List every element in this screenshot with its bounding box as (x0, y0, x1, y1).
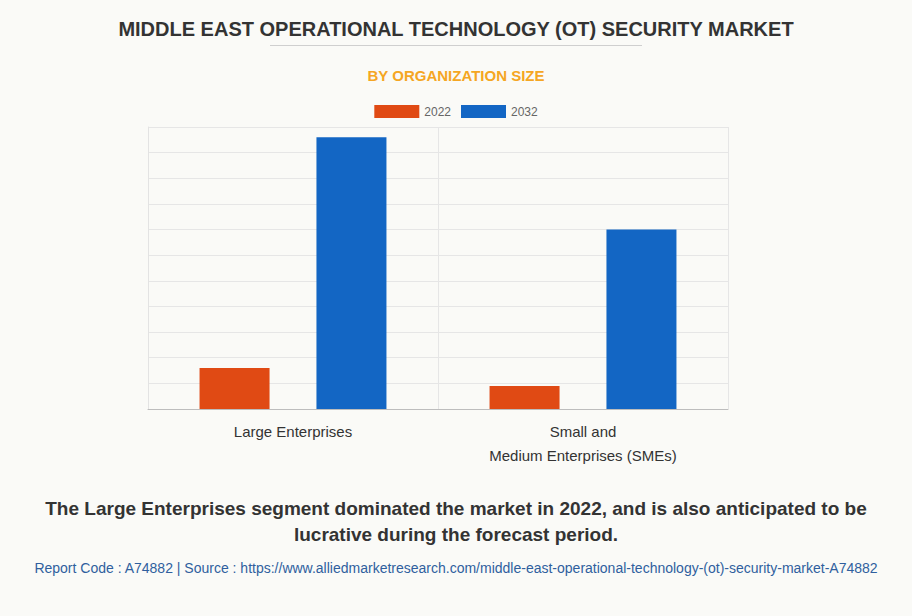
svg-text:Medium Enterprises (SMEs): Medium Enterprises (SMEs) (489, 447, 677, 464)
svg-text:Small and: Small and (550, 423, 617, 440)
svg-text:BY ORGANIZATION SIZE: BY ORGANIZATION SIZE (368, 67, 545, 84)
html-text:The Large Enterprises segment: The Large Enterprises segment dominated … (45, 498, 867, 545)
svg-text:2032: 2032 (511, 105, 538, 119)
html-text:Report Code : A74882 | Source: Report Code : A74882 | Source : https://… (34, 560, 878, 576)
svg-text:MIDDLE EAST OPERATIONAL TECHNO: MIDDLE EAST OPERATIONAL TECHNOLOGY (OT) … (118, 18, 793, 40)
svg-text:2022: 2022 (424, 105, 451, 119)
svg-text:Large Enterprises: Large Enterprises (234, 423, 352, 440)
